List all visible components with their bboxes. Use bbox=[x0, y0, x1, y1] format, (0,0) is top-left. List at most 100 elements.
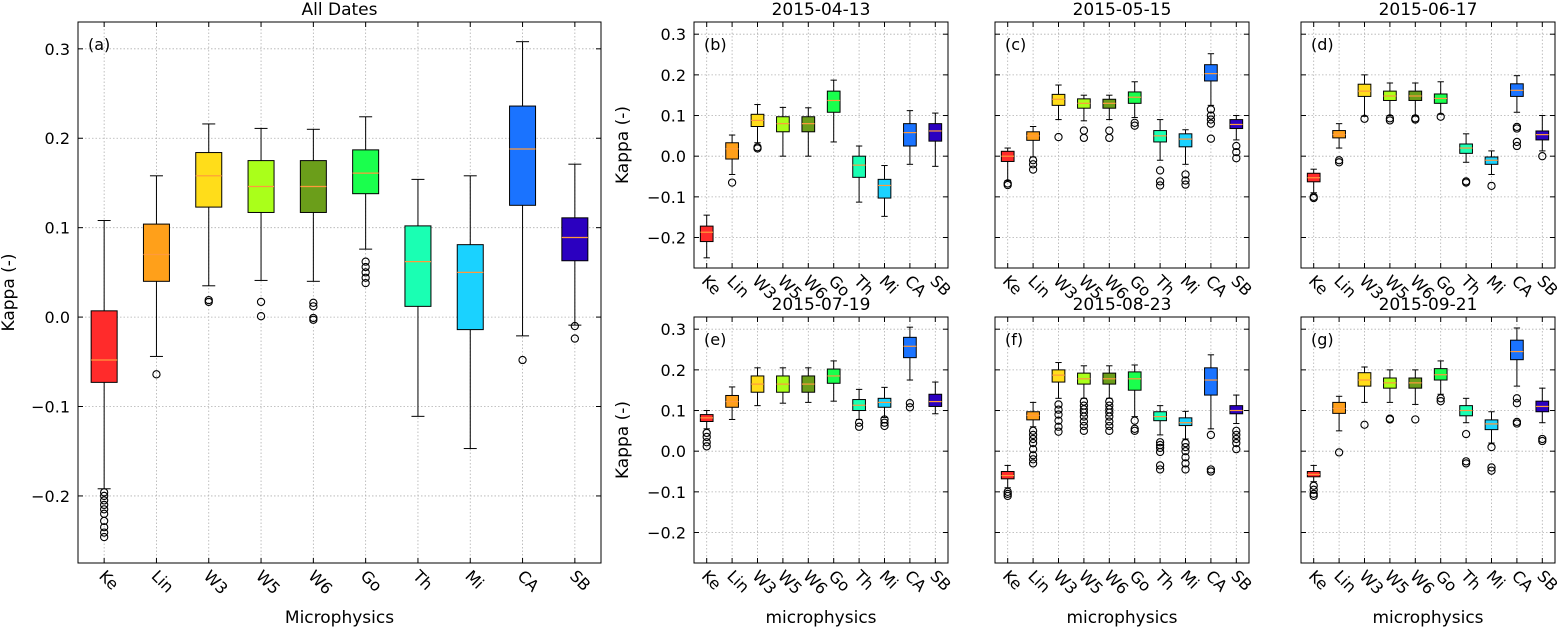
x-tick-label: CA bbox=[1202, 271, 1231, 300]
box-body bbox=[1484, 419, 1499, 431]
outlier-point bbox=[1487, 466, 1496, 475]
panel-title: 2015-07-19 bbox=[772, 295, 871, 315]
box-body bbox=[699, 225, 714, 243]
outlier-point bbox=[1028, 160, 1038, 169]
outlier-point bbox=[1206, 111, 1216, 120]
box-sb bbox=[1535, 115, 1550, 161]
box-body bbox=[1332, 401, 1346, 414]
outlier-point bbox=[1232, 426, 1241, 436]
box-ca bbox=[903, 326, 917, 412]
outlier-point bbox=[1079, 417, 1089, 426]
outlier-point bbox=[204, 297, 213, 307]
outlier-point bbox=[1411, 115, 1420, 124]
box-th bbox=[1459, 133, 1473, 187]
x-tick-label: Ke bbox=[698, 566, 725, 593]
outlier-point bbox=[518, 355, 527, 365]
box-lin bbox=[725, 134, 739, 187]
x-tick-label: Mi bbox=[461, 566, 487, 592]
x-tick-label: W3 bbox=[1050, 566, 1082, 598]
x-tick-label: W3 bbox=[200, 566, 232, 598]
box-ca bbox=[509, 41, 537, 365]
outlier-point bbox=[1079, 408, 1089, 417]
outlier-point bbox=[1130, 426, 1139, 436]
outlier-point bbox=[100, 488, 109, 497]
outlier-point bbox=[1487, 181, 1496, 191]
x-tick-label: CA bbox=[1202, 566, 1231, 595]
box-body bbox=[1357, 83, 1372, 97]
box-w6 bbox=[1408, 82, 1423, 124]
outlier-point bbox=[1155, 177, 1165, 186]
x-tick-label: W3 bbox=[1356, 566, 1388, 598]
box-ke bbox=[699, 410, 714, 451]
outlier-point bbox=[1512, 399, 1522, 408]
outlier-point bbox=[361, 257, 370, 266]
panel-title: 2015-04-13 bbox=[772, 0, 871, 20]
outlier-point bbox=[1206, 134, 1216, 143]
panel-title: All Dates bbox=[302, 0, 378, 20]
box-w5 bbox=[776, 106, 790, 157]
box-sb bbox=[928, 381, 943, 415]
box-th bbox=[1153, 119, 1167, 190]
x-axis-label: microphysics bbox=[1066, 608, 1177, 628]
x-tick-label: W3 bbox=[749, 566, 781, 598]
outlier-point bbox=[1461, 429, 1471, 439]
outlier-point bbox=[256, 297, 266, 307]
box-ke bbox=[1000, 147, 1015, 190]
panel-label: (b) bbox=[704, 35, 727, 54]
x-tick-label: Mi bbox=[876, 566, 902, 592]
x-tick-label: Lin bbox=[1024, 566, 1054, 596]
outlier-point bbox=[1461, 459, 1471, 468]
x-tick-label: Ke bbox=[999, 566, 1026, 593]
outlier-point bbox=[1232, 430, 1241, 440]
x-tick-label: Mi bbox=[876, 271, 902, 297]
box-sb bbox=[1229, 115, 1244, 163]
y-tick-label: −0.2 bbox=[647, 229, 686, 248]
outlier-point bbox=[1155, 166, 1165, 175]
x-tick-label: Lin bbox=[1330, 566, 1360, 596]
outlier-point bbox=[1028, 165, 1038, 174]
box-th bbox=[852, 388, 866, 431]
axes-frame bbox=[1300, 316, 1556, 564]
box-w5 bbox=[247, 127, 275, 321]
x-tick-label: Go bbox=[825, 566, 854, 595]
outlier-point bbox=[1155, 465, 1165, 474]
box-body bbox=[1051, 93, 1066, 106]
panel-title: 2015-05-15 bbox=[1073, 0, 1172, 20]
outlier-point bbox=[1538, 152, 1547, 161]
box-w5 bbox=[776, 367, 790, 404]
box-body bbox=[928, 393, 943, 407]
box-body bbox=[1459, 143, 1473, 154]
outlier-point bbox=[1130, 416, 1139, 425]
box-body bbox=[928, 123, 943, 142]
outlier-point bbox=[1512, 141, 1522, 151]
box-body bbox=[1357, 372, 1372, 387]
box-body bbox=[903, 336, 917, 359]
outlier-point bbox=[1309, 481, 1318, 490]
outlier-point bbox=[361, 273, 370, 282]
box-body bbox=[877, 178, 892, 199]
outlier-point bbox=[1105, 417, 1114, 426]
outlier-point bbox=[1232, 434, 1241, 444]
panel-label: (c) bbox=[1005, 35, 1026, 54]
box-body bbox=[903, 123, 917, 147]
outlier-point bbox=[1054, 422, 1063, 431]
box-body bbox=[90, 310, 118, 383]
outlier-point bbox=[152, 370, 161, 379]
x-tick-label: Go bbox=[357, 566, 386, 595]
outlier-point bbox=[100, 496, 109, 505]
outlier-point bbox=[880, 415, 889, 424]
box-w6 bbox=[299, 128, 327, 324]
y-tick-label: 0.1 bbox=[661, 107, 686, 126]
outlier-point bbox=[1181, 465, 1190, 474]
box-body bbox=[456, 244, 484, 331]
outlier-point bbox=[1028, 451, 1038, 460]
box-w6 bbox=[801, 107, 816, 157]
outlier-point bbox=[1054, 427, 1063, 436]
axes-frame bbox=[994, 21, 1250, 269]
outlier-point bbox=[1181, 447, 1190, 456]
outlier-point bbox=[1206, 430, 1216, 440]
outlier-point bbox=[854, 418, 864, 427]
box-mi bbox=[456, 175, 484, 450]
